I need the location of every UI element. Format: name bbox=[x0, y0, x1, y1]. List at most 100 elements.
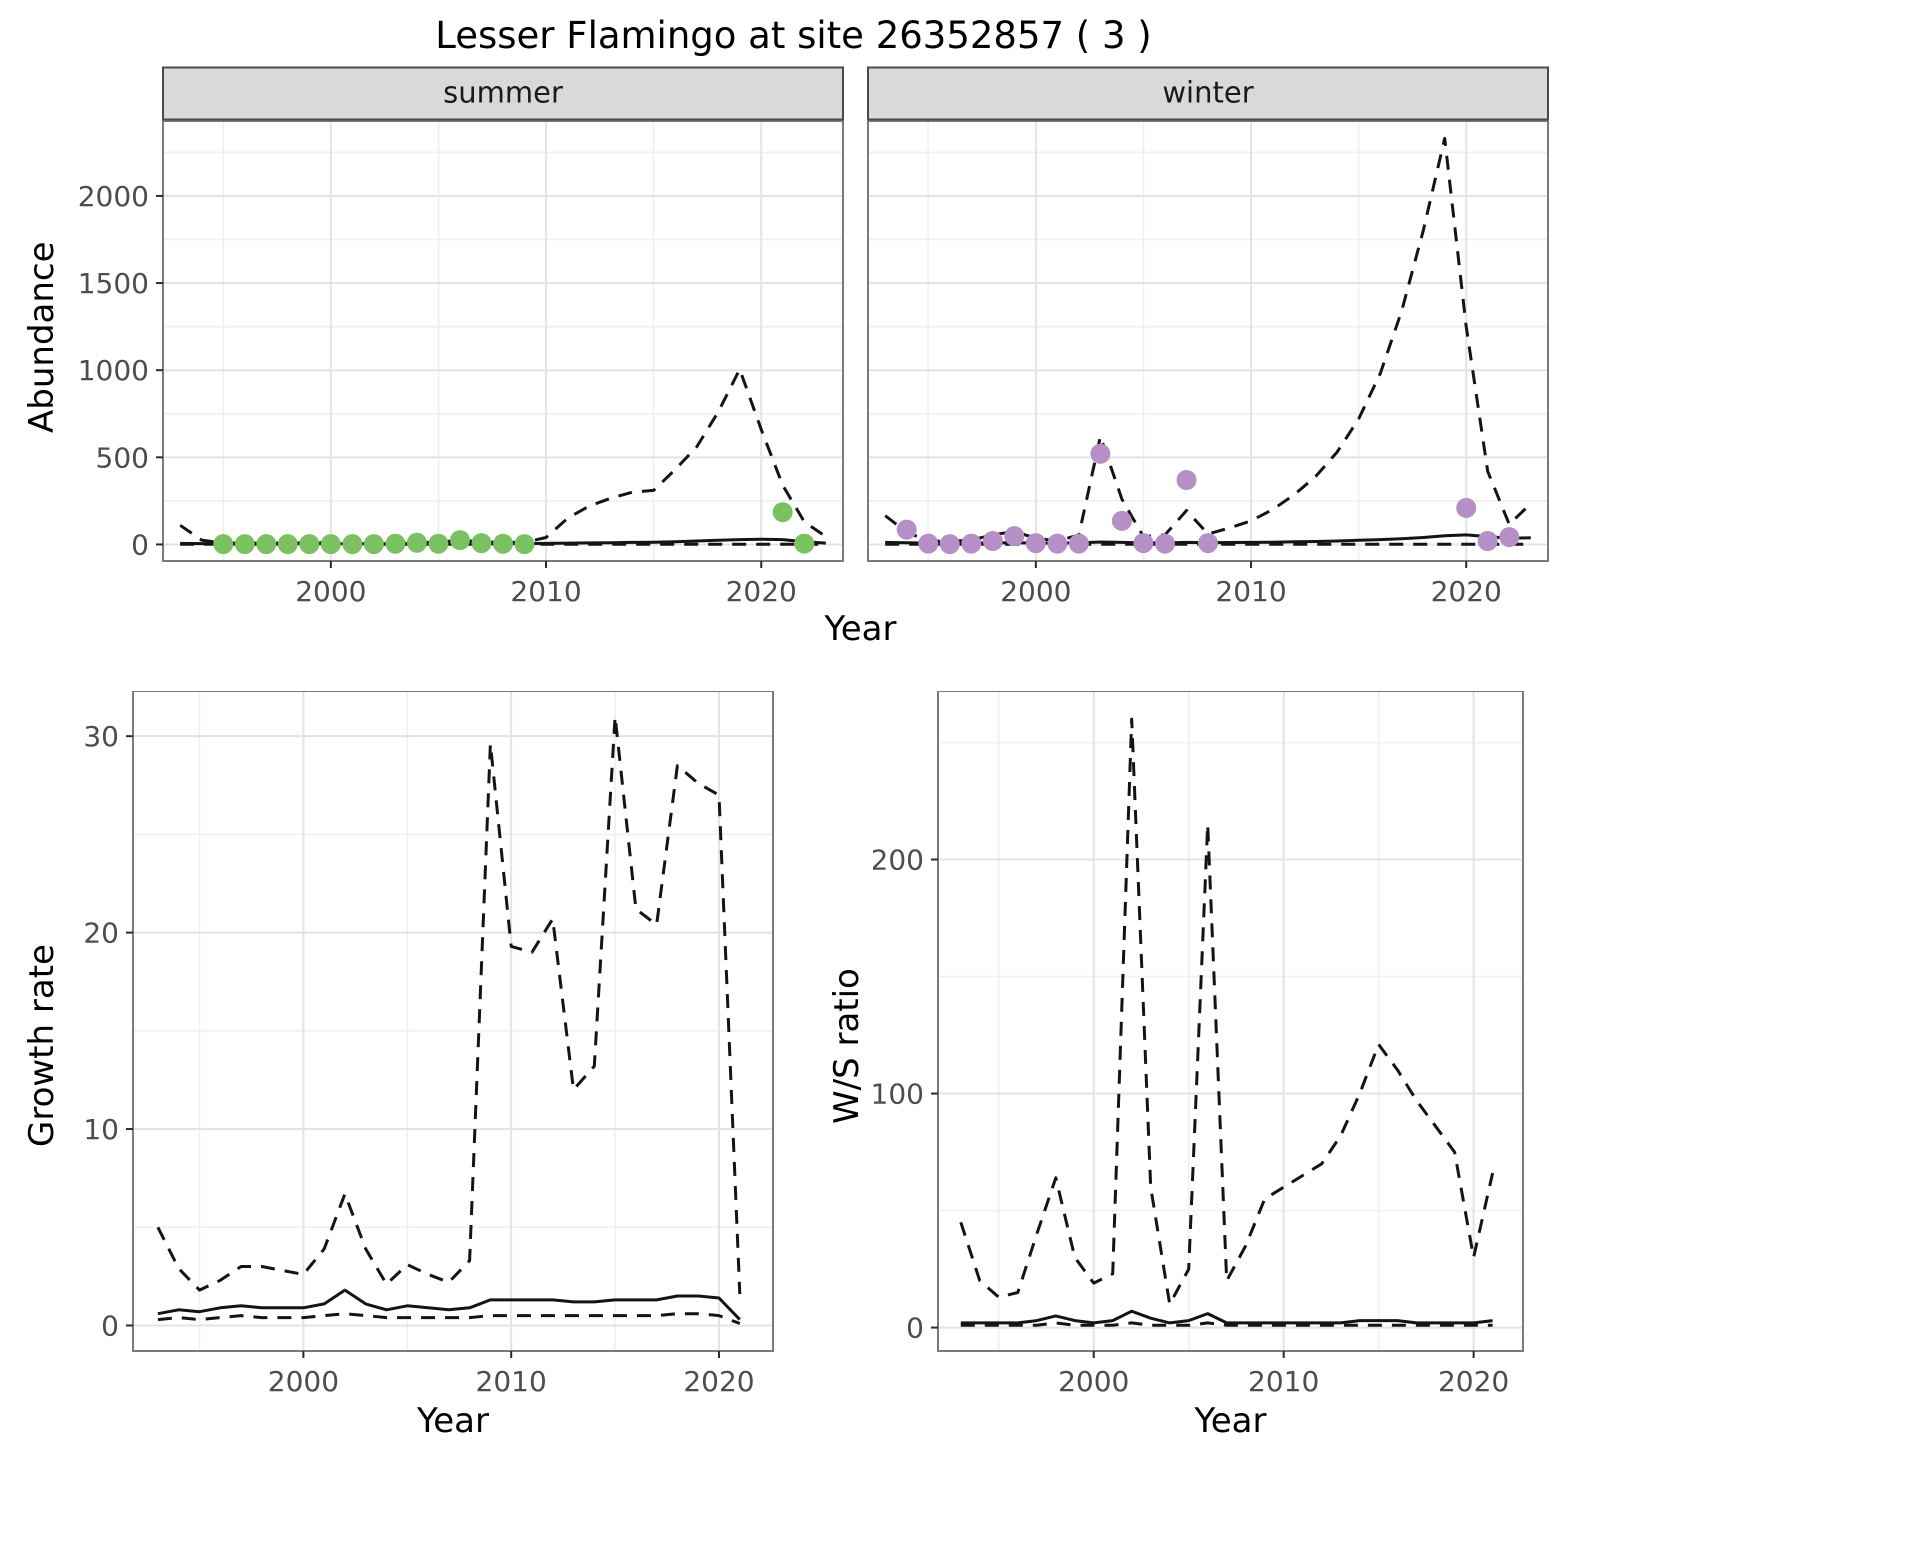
y-tick-label: 0 bbox=[131, 529, 149, 562]
x-tick-label: 2000 bbox=[295, 575, 366, 608]
data-point bbox=[896, 519, 917, 540]
data-point bbox=[256, 534, 277, 555]
ws-ratio-y-axis-title: W/S ratio bbox=[827, 968, 867, 1125]
data-point bbox=[1499, 527, 1520, 548]
data-layer bbox=[959, 717, 1495, 1328]
data-point bbox=[299, 534, 320, 555]
data-point bbox=[428, 534, 449, 555]
x-tick-label: 2010 bbox=[476, 1365, 547, 1398]
data-point bbox=[939, 534, 960, 555]
facet-summer: 2000 2010 2020 0 500 1000 1500 2000 summer bbox=[68, 66, 846, 609]
data-point bbox=[1090, 444, 1111, 465]
x-tick-label: 2010 bbox=[510, 575, 581, 608]
data-point bbox=[213, 534, 234, 555]
grid-minor bbox=[133, 691, 773, 1352]
y-axis: 0 10 20 30 bbox=[83, 721, 133, 1343]
growth-rate-x-axis-title: Year bbox=[417, 1401, 489, 1442]
chart-title: Lesser Flamingo at site 26352857 ( 3 ) bbox=[435, 14, 1152, 57]
data-point bbox=[363, 534, 384, 555]
series-lower-ci bbox=[960, 1321, 1493, 1328]
ws-ratio-plot: 2000 2010 2020 0 100 200 bbox=[873, 691, 1524, 1398]
series-mean bbox=[157, 1288, 741, 1322]
panel-background bbox=[133, 691, 773, 1352]
panel-border bbox=[937, 691, 1524, 1353]
abundance-y-axis-title: Abundance bbox=[22, 242, 62, 434]
growth-rate-plot: 2000 2010 2020 0 10 20 30 bbox=[83, 691, 774, 1398]
data-point bbox=[1456, 498, 1477, 519]
x-tick-label: 2000 bbox=[1058, 1365, 1129, 1398]
facet-strip-label: summer bbox=[443, 76, 563, 110]
data-point bbox=[1198, 533, 1218, 554]
data-point bbox=[1068, 533, 1089, 554]
x-axis: 2000 2010 2020 bbox=[1000, 561, 1502, 608]
y-tick-label: 0 bbox=[906, 1312, 924, 1345]
data-point bbox=[1111, 511, 1132, 532]
panel-background bbox=[163, 121, 843, 562]
summer-abundance-plot: 2000 2010 2020 0 500 1000 1500 2000 summer bbox=[78, 66, 844, 608]
data-layer bbox=[179, 368, 827, 555]
ws-ratio-x-axis-title: Year bbox=[1194, 1401, 1267, 1442]
x-tick-label: 2020 bbox=[726, 575, 797, 608]
data-point bbox=[1155, 533, 1175, 554]
grid-major bbox=[938, 691, 1523, 1352]
panel-border bbox=[132, 691, 774, 1353]
data-point bbox=[1133, 533, 1154, 554]
y-tick-label: 20 bbox=[83, 917, 119, 950]
data-point bbox=[234, 534, 255, 555]
y-tick-label: 500 bbox=[96, 442, 149, 475]
abundance-facet-block: Abundance 2000 2010 2020 0 500 1000 1500 2000 su… bbox=[16, 66, 1920, 609]
x-tick-label: 2000 bbox=[1000, 575, 1071, 608]
data-point bbox=[982, 531, 1003, 552]
x-tick-label: 2010 bbox=[1215, 575, 1286, 608]
data-point bbox=[320, 534, 341, 555]
data-point bbox=[918, 533, 939, 554]
x-tick-label: 2020 bbox=[1431, 575, 1502, 608]
data-point bbox=[342, 534, 363, 555]
ws-ratio-chart: W/S ratio 2000 2010 2020 0 100 200 Year bbox=[821, 691, 1531, 1441]
data-point bbox=[1047, 533, 1068, 554]
facet-strip: winter bbox=[867, 66, 1549, 121]
growth-rate-y-axis-title: Growth rate bbox=[22, 944, 62, 1148]
y-tick-label: 100 bbox=[873, 1078, 924, 1111]
x-axis: 2000 2010 2020 bbox=[295, 561, 797, 608]
x-tick-label: 2010 bbox=[1248, 1365, 1319, 1398]
facet-winter: 2000 2010 2020 winter bbox=[860, 66, 1553, 609]
data-point bbox=[794, 533, 815, 554]
x-axis: 2000 2010 2020 bbox=[268, 1351, 755, 1398]
data-point bbox=[277, 534, 298, 555]
panel-border bbox=[867, 120, 1549, 563]
y-axis: 0 100 200 bbox=[873, 844, 938, 1345]
bottom-charts-row: Growth rate 2000 2010 2020 0 10 20 30 Year W/S… bbox=[16, 691, 1920, 1441]
y-axis: 0 500 1000 1500 2000 bbox=[78, 180, 163, 562]
series-upper-ci bbox=[156, 715, 742, 1295]
grid-minor bbox=[163, 121, 843, 562]
data-point bbox=[1025, 533, 1046, 554]
data-point bbox=[450, 530, 470, 551]
grid-major bbox=[133, 691, 773, 1352]
y-tick-label: 10 bbox=[83, 1113, 119, 1146]
series-mean bbox=[960, 1310, 1493, 1325]
abundance-facets: 2000 2010 2020 0 500 1000 1500 2000 summer 2000 2… bbox=[68, 66, 1553, 609]
y-tick-label: 1500 bbox=[78, 267, 149, 300]
data-point bbox=[772, 502, 793, 523]
data-point bbox=[1477, 531, 1498, 552]
x-tick-label: 2020 bbox=[683, 1365, 754, 1398]
winter-abundance-plot: 2000 2010 2020 winter bbox=[867, 66, 1549, 608]
y-tick-label: 0 bbox=[101, 1310, 119, 1343]
series-upper-ci bbox=[884, 137, 1532, 544]
data-point bbox=[385, 534, 406, 555]
grid-minor bbox=[868, 121, 1548, 562]
data-point bbox=[514, 534, 535, 555]
data-point bbox=[471, 533, 492, 554]
data-point bbox=[493, 534, 513, 555]
data-layer bbox=[156, 715, 742, 1326]
y-tick-label: 2000 bbox=[78, 180, 149, 213]
data-point bbox=[961, 533, 982, 554]
data-point bbox=[1004, 526, 1025, 547]
growth-rate-chart: Growth rate 2000 2010 2020 0 10 20 30 Year bbox=[16, 691, 781, 1441]
series-lower-ci bbox=[157, 1312, 741, 1326]
facet-strip-label: winter bbox=[1162, 76, 1253, 110]
panel-background bbox=[938, 691, 1523, 1352]
x-tick-label: 2000 bbox=[268, 1365, 339, 1398]
